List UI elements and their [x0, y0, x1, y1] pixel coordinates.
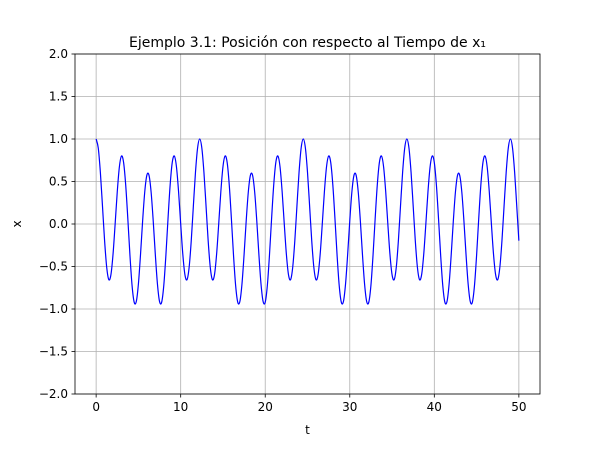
- x-tick-label: 30: [342, 400, 357, 414]
- y-tick-label: 2.0: [49, 47, 68, 61]
- y-tick-label: −1.5: [39, 345, 68, 359]
- y-tick-label: −2.0: [39, 387, 68, 401]
- y-axis-label: x: [10, 220, 24, 227]
- plot-frame: [74, 53, 541, 395]
- y-tick-label: −0.5: [39, 260, 68, 274]
- y-tick-label: 0.0: [49, 217, 68, 231]
- x-tick-label: 40: [427, 400, 442, 414]
- y-tick-label: 0.5: [49, 175, 68, 189]
- y-tick-label: −1.0: [39, 302, 68, 316]
- y-tick-label: 1.0: [49, 132, 68, 146]
- y-tick-label: 1.5: [49, 90, 68, 104]
- x-tick-label: 20: [258, 400, 273, 414]
- x-tick-label: 0: [92, 400, 100, 414]
- x-axis-label: t: [305, 423, 310, 437]
- chart-title: Ejemplo 3.1: Posición con respecto al Ti…: [129, 35, 486, 51]
- x-tick-label: 10: [173, 400, 188, 414]
- line-series: [95, 138, 520, 305]
- x-tick-label: 50: [511, 400, 526, 414]
